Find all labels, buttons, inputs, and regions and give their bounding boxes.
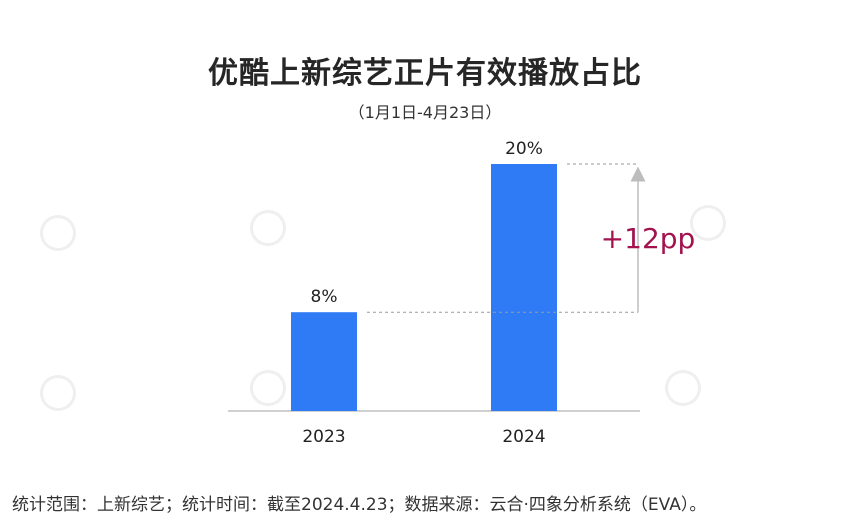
bar-2023 [291,312,357,411]
difference-annotation: +12pp [601,222,696,255]
value-label-2023: 8% [311,287,338,307]
bar-2024 [491,164,557,411]
bar-chart: 8% 20% 2023 2024 +12pp [228,139,696,447]
x-tick-label-2023: 2023 [302,427,345,447]
chart-title: 优酷上新综艺正片有效播放占比 [208,56,642,91]
x-tick-label-2024: 2024 [502,427,545,447]
value-label-2024: 20% [505,139,543,159]
footer-note: 统计范围：上新综艺；统计时间：截至2024.4.23；数据来源：云合·四象分析系… [12,495,707,515]
chart-subtitle: （1月1日-4月23日） [348,103,502,122]
